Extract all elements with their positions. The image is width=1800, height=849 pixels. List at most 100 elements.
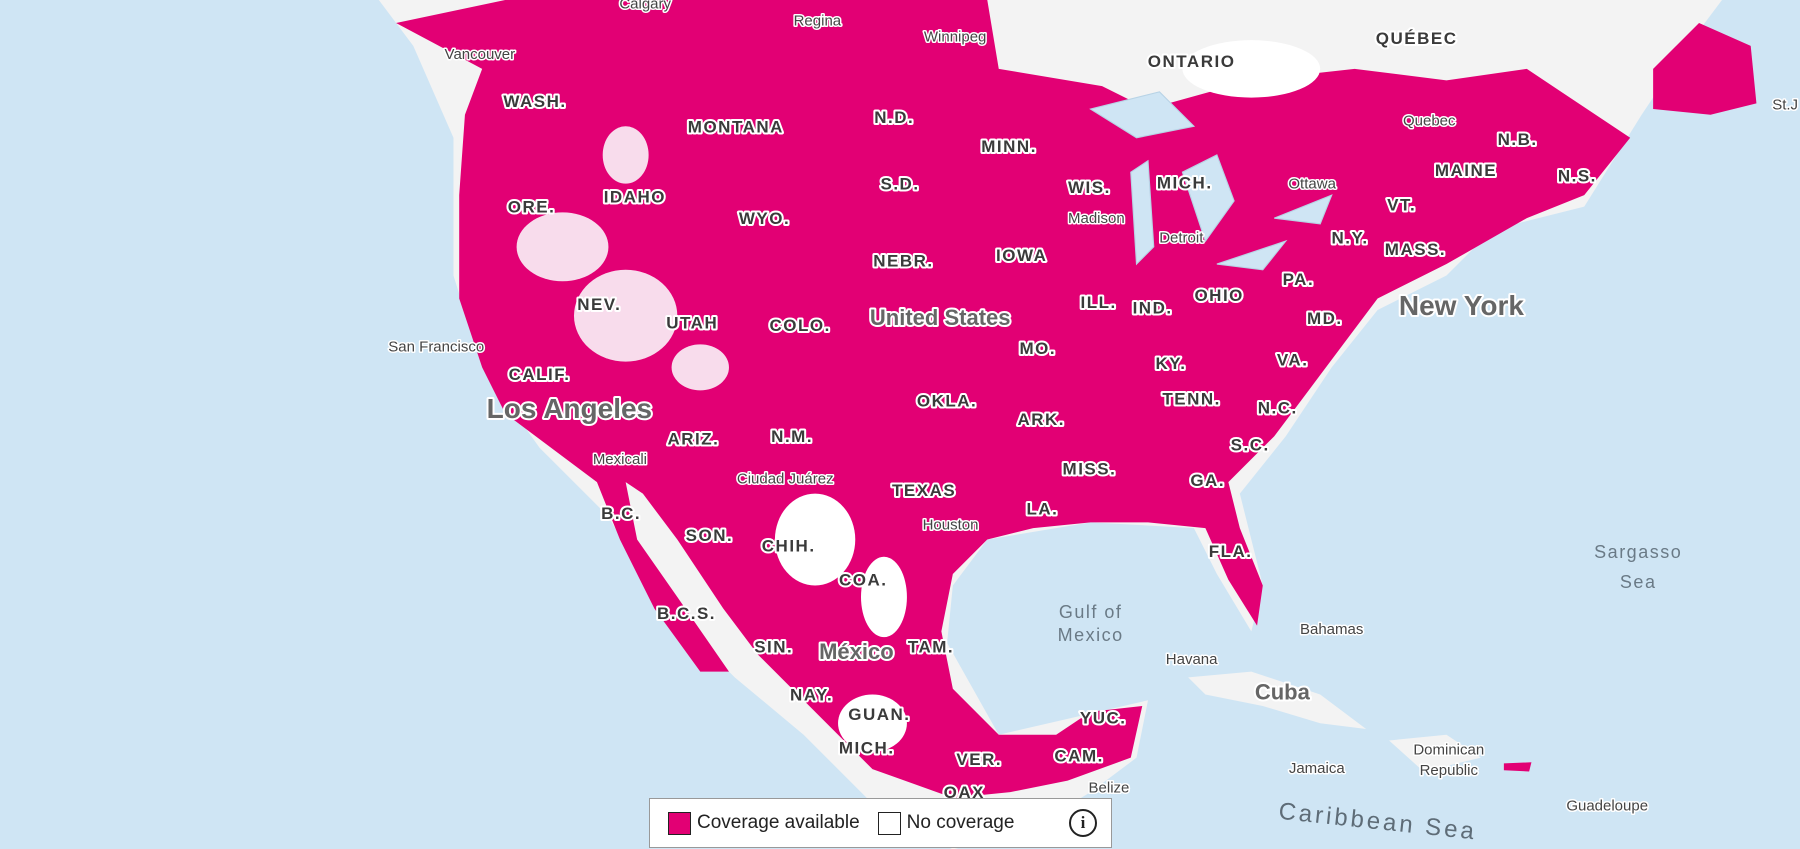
great-lakes (1089, 91, 1333, 271)
waterbig-label: Caribbean Sea (1277, 798, 1478, 846)
state-label: MICH. (839, 738, 895, 757)
city-label: Ciudad Juárez (737, 471, 834, 488)
city-label: Republic (1420, 762, 1479, 779)
state-label: VER. (956, 750, 1002, 769)
state-label: CAM. (1054, 746, 1103, 765)
state-label: IND. (1133, 299, 1173, 318)
state-label: TENN. (1162, 389, 1221, 408)
state-label: SIN. (754, 637, 793, 656)
state-label: MD. (1307, 309, 1343, 328)
state-label: VT. (1387, 195, 1416, 214)
state-label: NEBR. (873, 252, 933, 271)
water-label: Sargasso (1594, 542, 1682, 562)
light-area (602, 126, 649, 184)
legend-label: No coverage (906, 812, 1015, 833)
lake (1274, 194, 1333, 225)
city-label: Houston (923, 516, 979, 533)
state-label: GA. (1190, 471, 1225, 490)
city-label: Mexicali (593, 451, 647, 468)
state-label: N.M. (771, 427, 813, 446)
state-label: FLA. (1209, 542, 1253, 561)
city-label: Dominican (1413, 741, 1484, 758)
city-label: Ottawa (1288, 176, 1336, 193)
gap (838, 694, 907, 752)
state-label: WASH. (503, 92, 566, 111)
state-label: COA. (839, 571, 888, 590)
state-label: OHIO (1194, 286, 1243, 305)
country-label: México (819, 639, 894, 664)
state-label: MISS. (1063, 459, 1117, 478)
city-label: Madison (1068, 210, 1125, 227)
state-label: ONTARIO (1148, 52, 1236, 71)
city-label: Guadeloupe (1566, 798, 1648, 815)
state-label: NEV. (577, 295, 621, 314)
city-label: Jamaica (1289, 760, 1346, 777)
state-label: MO. (1019, 339, 1056, 358)
state-label: PA. (1283, 270, 1315, 289)
state-label: TAM. (908, 637, 954, 656)
city-label: Winnipeg (924, 29, 987, 46)
big-label: New York (1399, 290, 1524, 321)
state-label: YUC. (1080, 709, 1127, 728)
coverage-east-canada (1653, 22, 1757, 115)
state-label: N.S. (1558, 167, 1597, 186)
state-label: IDAHO (604, 187, 666, 206)
state-label: MAINE (1435, 161, 1497, 180)
state-label: S.D. (881, 175, 920, 194)
legend-swatch (668, 811, 691, 835)
state-label: WIS. (1068, 178, 1111, 197)
legend-label: Coverage available (697, 812, 860, 833)
state-label: ORE. (508, 198, 556, 217)
state-label: MASS. (1385, 240, 1446, 259)
map-shapes (378, 0, 1757, 849)
state-label: B.C.S. (657, 604, 716, 623)
state-label: B.C. (601, 504, 641, 523)
light-area (516, 212, 609, 282)
lake (1089, 91, 1196, 139)
info-button[interactable]: i (1069, 809, 1097, 837)
country-label: Cuba (1255, 679, 1311, 704)
puerto-rico (1503, 762, 1532, 772)
city-label: Quebec (1403, 112, 1456, 129)
partial-areas (516, 126, 729, 391)
state-label: MONTANA (688, 117, 784, 136)
city-label: Calgary (619, 0, 671, 12)
light-area (671, 344, 729, 391)
state-label: VA. (1277, 350, 1309, 369)
state-label: CHIH. (762, 536, 816, 555)
city-label: Bahamas (1300, 621, 1363, 638)
state-label: ILL. (1081, 293, 1117, 312)
state-label: WYO. (739, 209, 790, 228)
city-label: St.J (1772, 96, 1798, 113)
state-label: MICH. (1157, 174, 1213, 193)
state-label: GUAN. (848, 705, 910, 724)
gap (1182, 40, 1321, 98)
city-label: Detroit (1159, 229, 1204, 246)
city-label: Belize (1089, 779, 1130, 796)
state-label: N.C. (1258, 399, 1298, 418)
gap (774, 493, 856, 586)
water-label: Sea (1620, 572, 1657, 592)
lake (1216, 239, 1288, 271)
state-label: S.C. (1231, 435, 1270, 454)
lake (1130, 159, 1155, 266)
state-label: N.B. (1498, 130, 1538, 149)
city-label: Vancouver (445, 46, 516, 63)
state-label: N.D. (874, 108, 914, 127)
state-label: OKLA. (917, 392, 977, 411)
city-label: San Francisco (388, 339, 484, 356)
state-label: UTAH (666, 314, 718, 333)
legend-swatch (877, 811, 901, 835)
city-label: Havana (1166, 651, 1218, 668)
state-label: QUÉBEC (1376, 29, 1458, 48)
state-label: CALIF. (509, 365, 571, 384)
country-label: United States (870, 305, 1011, 330)
state-label: SON. (686, 526, 734, 545)
state-label: TEXAS (892, 481, 956, 500)
state-label: KY. (1155, 354, 1186, 373)
state-label: ARK. (1017, 410, 1065, 429)
state-label: COLO. (769, 316, 830, 335)
big-label: Los Angeles (487, 393, 652, 424)
hispaniola (1389, 734, 1481, 772)
